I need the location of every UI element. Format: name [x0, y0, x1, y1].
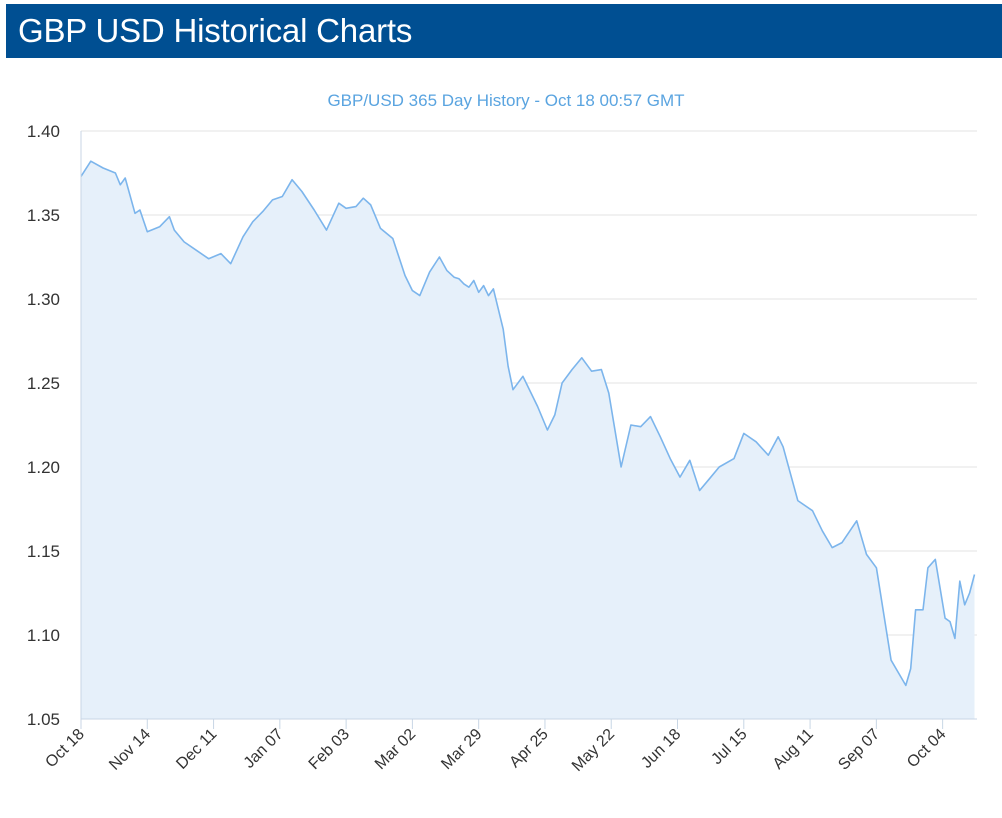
y-tick-label: 1.25 [27, 374, 60, 393]
y-tick-label: 1.10 [27, 626, 60, 645]
header-bar: GBP USD Historical Charts [6, 4, 1002, 58]
chart-title: GBP/USD 365 Day History - Oct 18 00:57 G… [327, 91, 684, 110]
y-tick-label: 1.15 [27, 542, 60, 561]
x-tick-label: Apr 25 [506, 726, 551, 771]
x-tick-label: Mar 29 [438, 726, 485, 773]
x-tick-label: Dec 11 [173, 726, 220, 773]
y-axis-ticks: 1.05 1.10 1.15 1.20 1.25 1.30 1.35 1.40 [27, 122, 60, 729]
y-tick-label: 1.40 [27, 122, 60, 141]
x-tick-label: Jun 18 [638, 726, 684, 772]
x-tick-label: Sep 07 [835, 726, 883, 774]
x-tick-label: Jul 15 [708, 726, 750, 768]
x-tick-label: Mar 02 [372, 726, 419, 773]
x-axis-ticks: Oct 18 Nov 14 Dec 11 Jan 07 Feb 03 Mar 02 Mar … [42, 719, 950, 775]
series-area [81, 161, 975, 719]
y-tick-label: 1.05 [27, 710, 60, 729]
y-tick-label: 1.35 [27, 206, 60, 225]
axis-layer [80, 131, 977, 720]
page-title: GBP USD Historical Charts [18, 12, 413, 49]
x-tick-label: May 22 [569, 726, 618, 775]
x-tick-label: Aug 11 [770, 726, 817, 773]
x-tick-label: Feb 03 [306, 726, 353, 773]
series-area-layer [80, 160, 976, 719]
x-tick-label: Oct 18 [42, 726, 87, 771]
y-tick-label: 1.20 [27, 458, 60, 477]
x-tick-label: Jan 07 [241, 726, 287, 772]
x-tick-label: Nov 14 [106, 726, 154, 774]
y-tick-label: 1.30 [27, 290, 60, 309]
x-tick-label: Oct 04 [904, 726, 949, 771]
series-line [80, 160, 976, 687]
